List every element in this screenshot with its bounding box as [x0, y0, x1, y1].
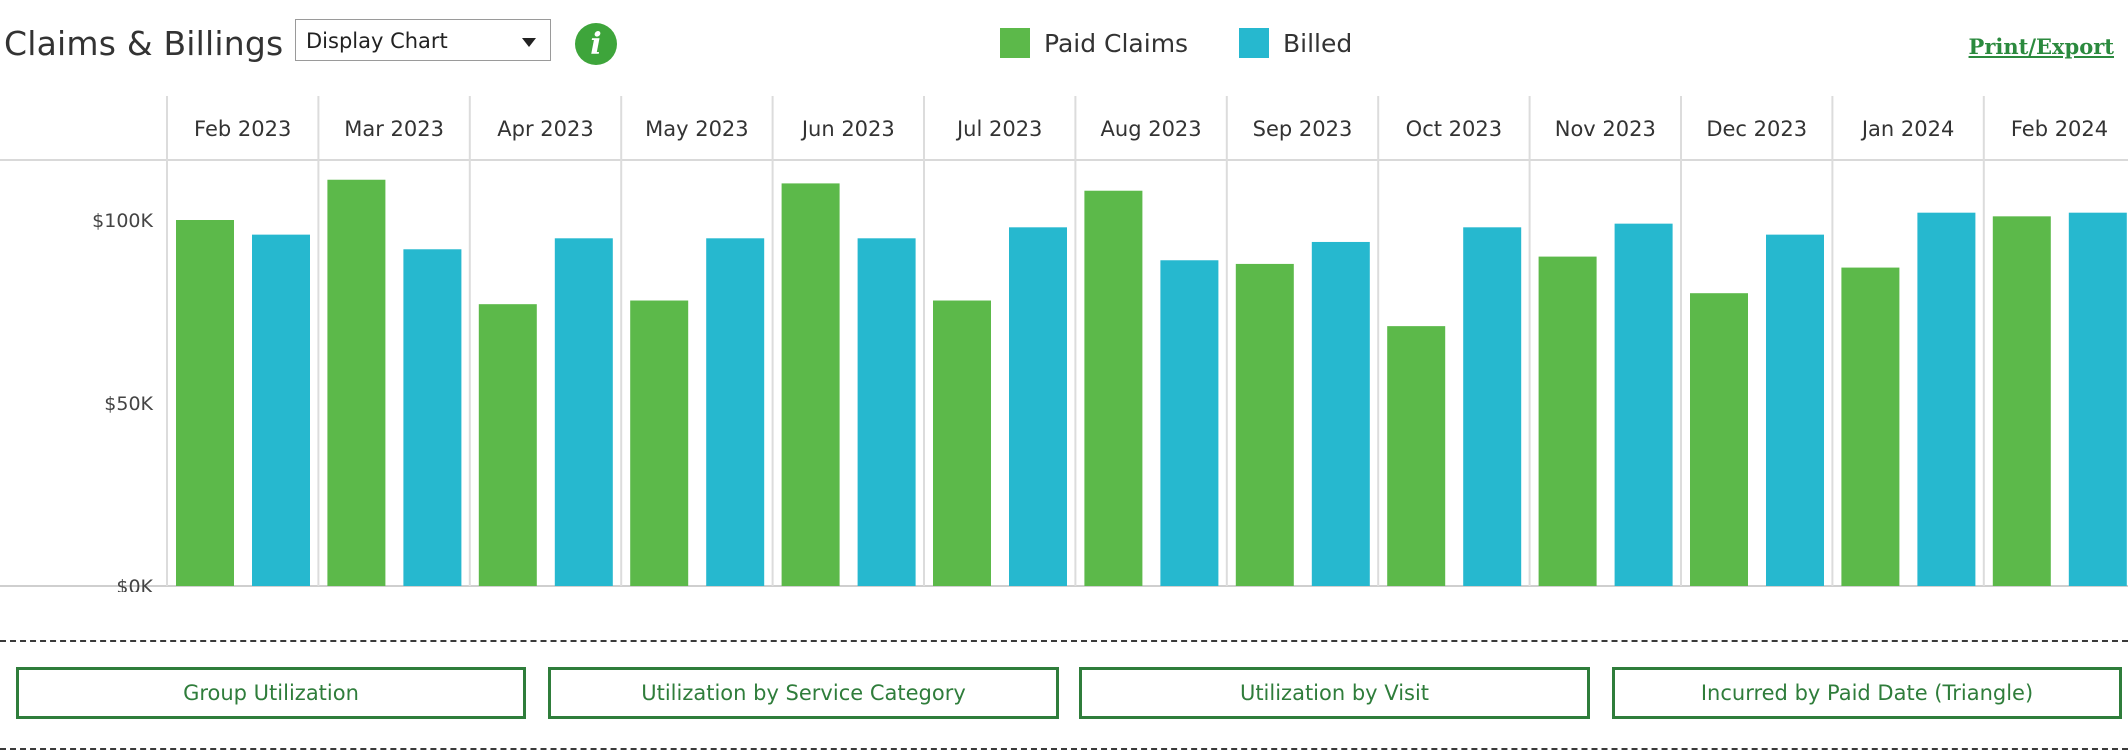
page-title: Claims & Billings: [4, 24, 284, 63]
bar-billed: [1311, 241, 1370, 586]
bar-paid-claims: [1538, 256, 1597, 586]
bar-billed: [1463, 227, 1522, 586]
category-label: Jul 2023: [955, 117, 1042, 141]
bar-paid-claims: [176, 220, 234, 586]
legend-label-billed: Billed: [1283, 28, 1353, 58]
bar-billed: [2068, 212, 2127, 586]
bar-billed: [706, 238, 765, 587]
bar-paid-claims: [781, 183, 840, 586]
bar-paid-claims: [1387, 326, 1446, 586]
divider-top: [0, 640, 2128, 642]
bar-billed: [1917, 212, 1976, 586]
category-label: Oct 2023: [1406, 117, 1502, 141]
bar-paid-claims: [1992, 216, 2051, 586]
bar-billed: [1160, 260, 1219, 586]
bar-billed: [1614, 223, 1673, 586]
bar-paid-claims: [478, 304, 537, 586]
y-tick-label: $100K: [92, 210, 153, 232]
category-label: Feb 2023: [194, 117, 291, 141]
bar-paid-claims: [1235, 263, 1294, 586]
category-label: Apr 2023: [497, 117, 593, 141]
bar-paid-claims: [933, 300, 991, 586]
category-label: Mar 2023: [344, 117, 444, 141]
divider-bottom: [0, 748, 2128, 750]
legend-swatch-paid-claims: [1000, 28, 1030, 58]
bar-billed: [1766, 234, 1824, 586]
legend-label-paid-claims: Paid Claims: [1044, 28, 1189, 58]
bar-paid-claims: [327, 179, 386, 586]
category-label: Jan 2024: [1860, 117, 1955, 141]
category-label: Nov 2023: [1555, 117, 1656, 141]
bar-paid-claims: [1690, 293, 1748, 586]
y-tick-label: $50K: [104, 393, 153, 415]
caret-down-icon: [522, 38, 536, 47]
utilization-by-service-category-button[interactable]: Utilization by Service Category: [548, 667, 1059, 719]
incurred-by-paid-date-triangle-button[interactable]: Incurred by Paid Date (Triangle): [1612, 667, 2122, 719]
print-export-link[interactable]: Print/Export: [1968, 34, 2114, 59]
legend-swatch-billed: [1239, 28, 1269, 58]
category-label: May 2023: [645, 117, 749, 141]
bar-billed: [857, 238, 916, 587]
display-mode-value: Display Chart: [306, 29, 448, 53]
category-label: Feb 2024: [2011, 117, 2108, 141]
bar-paid-claims: [630, 300, 689, 586]
category-label: Sep 2023: [1253, 117, 1353, 141]
claims-billings-chart: $0K $50K $100K Feb 2023 Mar 2023 Apr 2023 May …: [0, 96, 2128, 592]
utilization-by-visit-button[interactable]: Utilization by Visit: [1079, 667, 1590, 719]
legend-item-billed: Billed: [1239, 28, 1352, 58]
bar-paid-claims: [1084, 190, 1143, 586]
bar-billed: [1009, 227, 1067, 586]
bar-billed: [554, 238, 613, 587]
bar-billed: [252, 234, 310, 586]
category-label: Dec 2023: [1706, 117, 1807, 141]
legend-item-paid-claims: Paid Claims: [1000, 28, 1188, 58]
display-mode-select[interactable]: Display Chart: [295, 19, 551, 61]
bar-paid-claims: [1841, 267, 1900, 586]
bar-billed: [403, 249, 462, 586]
info-icon[interactable]: i: [575, 23, 617, 65]
category-label: Jun 2023: [800, 117, 895, 141]
group-utilization-button[interactable]: Group Utilization: [16, 667, 526, 719]
category-label: Aug 2023: [1101, 117, 1202, 141]
y-tick-label: $0K: [116, 576, 153, 592]
